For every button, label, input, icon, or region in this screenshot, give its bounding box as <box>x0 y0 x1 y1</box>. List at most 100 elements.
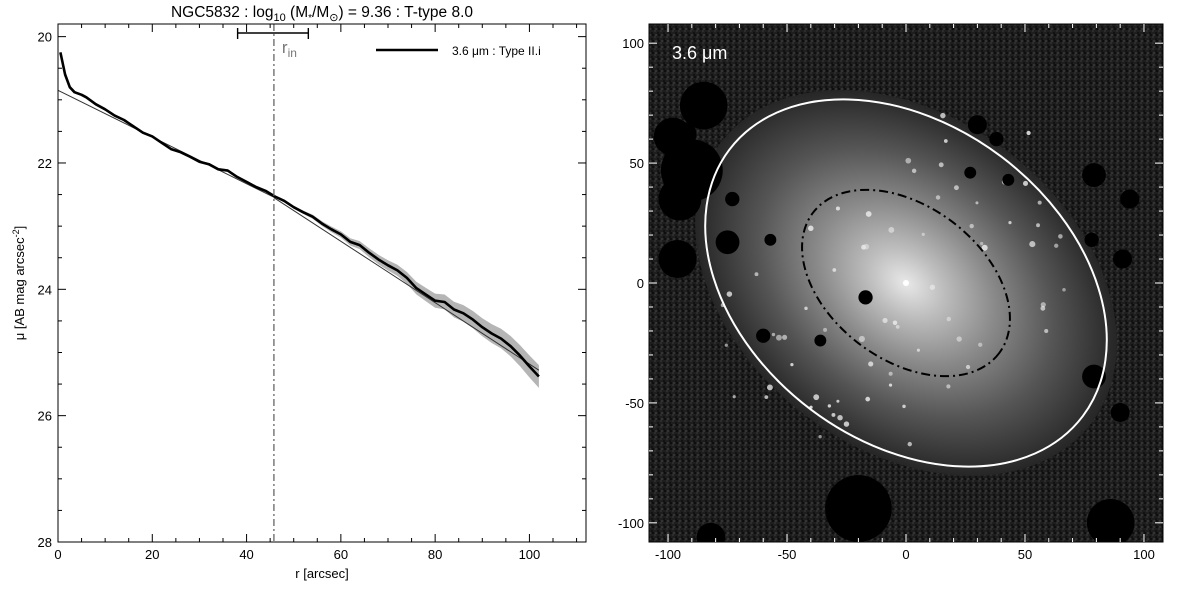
outer-ellipse <box>704 98 1108 468</box>
star-knot <box>969 223 974 229</box>
fit-line-2 <box>273 197 540 371</box>
star-knot <box>975 201 979 205</box>
star-mask <box>679 81 728 130</box>
y-tick-label: 28 <box>38 535 52 550</box>
title-tail: ) = 9.36 : T-type 8.0 <box>338 4 473 21</box>
star-mask <box>756 328 771 343</box>
star-knot <box>907 441 912 447</box>
star-mask <box>825 475 892 542</box>
profile-plot-frame <box>57 23 587 543</box>
star-knot <box>965 364 971 370</box>
star-knot <box>782 334 788 340</box>
star-knot <box>865 396 871 402</box>
band-label: 3.6 μm <box>672 43 727 63</box>
star-knot <box>882 317 888 324</box>
star-mask <box>658 239 697 279</box>
star-mask <box>1120 189 1140 209</box>
img-x-tick-label: 0 <box>902 547 909 562</box>
title-sun: ⊙ <box>329 12 338 24</box>
r-in-sub: in <box>288 46 297 60</box>
star-knot <box>1037 200 1042 205</box>
x-tick-label: 0 <box>54 547 61 562</box>
star-knot <box>823 327 828 332</box>
star-mask <box>653 117 692 156</box>
y-label-close: ] <box>12 226 27 230</box>
y-label-sup: -2 <box>11 229 21 237</box>
r-in-label: rin <box>282 38 297 60</box>
x-tick-label: 20 <box>145 547 159 562</box>
star-knot <box>827 404 832 408</box>
star-knot <box>892 320 898 325</box>
star-knot <box>836 399 840 403</box>
star-knot <box>813 394 820 401</box>
star-knot <box>868 361 874 367</box>
star-mask <box>1084 232 1099 247</box>
star-knot <box>888 371 893 376</box>
star-knot <box>861 244 866 250</box>
y-tick-label: 22 <box>38 156 52 171</box>
star-knot <box>726 291 733 297</box>
y-tick-label: 26 <box>38 409 52 424</box>
x-tick-label: 60 <box>334 547 348 562</box>
star-knot <box>1008 221 1012 225</box>
img-x-tick-label: -100 <box>655 547 681 562</box>
img-y-tick-label: -100 <box>618 516 644 531</box>
star-knot <box>837 415 843 421</box>
star-mask <box>814 334 827 347</box>
star-knot <box>1040 302 1046 308</box>
x-tick-label: 80 <box>428 547 442 562</box>
star-knot <box>946 384 951 389</box>
star-mask <box>725 191 740 207</box>
title-div: /M <box>312 4 329 21</box>
img-x-tick-label: 100 <box>1133 547 1155 562</box>
star-knot <box>953 185 959 191</box>
x-axis-label: r [arcsec] <box>295 566 348 581</box>
star-knot <box>865 211 872 217</box>
star-mask <box>764 233 777 246</box>
star-knot <box>902 404 906 409</box>
star-knot <box>808 225 814 232</box>
y-tick-label: 20 <box>38 30 52 45</box>
star-knot <box>790 362 794 367</box>
fit-line-1 <box>58 89 276 199</box>
star-knot <box>858 335 865 342</box>
star-knot <box>818 435 822 439</box>
star-mask <box>658 177 702 221</box>
star-knot <box>1026 130 1031 136</box>
star-knot <box>831 412 836 417</box>
title-star: * <box>308 13 312 24</box>
star-knot <box>835 206 840 211</box>
title-sub: 10 <box>273 12 285 24</box>
star-knot <box>940 112 946 119</box>
star-knot <box>943 139 948 143</box>
star-knot <box>888 383 893 387</box>
y-axis-label: μ [AB mag arcsec-2] <box>11 226 27 341</box>
star-knot <box>843 421 850 427</box>
star-knot <box>766 384 773 391</box>
star-knot <box>776 334 782 341</box>
star-knot <box>946 316 952 322</box>
img-y-tick-label: 0 <box>637 276 644 291</box>
img-x-tick-label: 50 <box>1018 547 1032 562</box>
star-mask <box>696 522 726 542</box>
star-knot <box>764 395 769 399</box>
legend-label: 3.6 μm : Type II.i <box>452 44 541 58</box>
star-knot <box>888 227 895 233</box>
title-mid: (M <box>286 4 308 21</box>
star-knot <box>929 284 936 290</box>
star-knot <box>980 241 984 246</box>
star-knot <box>978 342 983 347</box>
img-y-tick-label: 100 <box>622 36 644 51</box>
star-mask <box>858 290 873 305</box>
star-knot <box>1058 234 1063 239</box>
star-knot <box>1023 180 1029 186</box>
star-knot <box>1062 287 1066 292</box>
star-knot <box>771 332 776 337</box>
star-mask <box>964 166 977 179</box>
title-base: NGC5832 : log <box>171 4 274 21</box>
star-knot <box>935 195 941 200</box>
star-mask <box>989 131 1004 147</box>
star-mask <box>1110 402 1130 423</box>
x-tick-label: 40 <box>239 547 253 562</box>
